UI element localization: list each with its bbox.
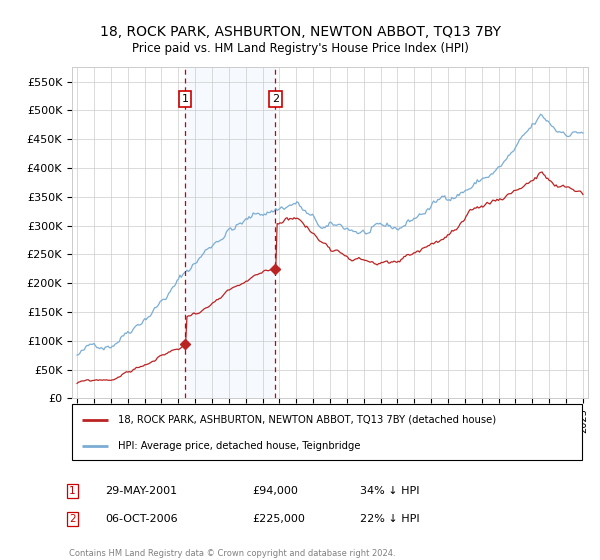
Text: £225,000: £225,000	[252, 514, 305, 524]
Text: HPI: Average price, detached house, Teignbridge: HPI: Average price, detached house, Teig…	[118, 441, 361, 451]
Text: 2: 2	[272, 94, 279, 104]
Text: 22% ↓ HPI: 22% ↓ HPI	[360, 514, 419, 524]
Text: Contains HM Land Registry data © Crown copyright and database right 2024.
This d: Contains HM Land Registry data © Crown c…	[69, 549, 395, 560]
Text: 2: 2	[69, 514, 76, 524]
Text: 18, ROCK PARK, ASHBURTON, NEWTON ABBOT, TQ13 7BY: 18, ROCK PARK, ASHBURTON, NEWTON ABBOT, …	[100, 25, 500, 39]
Text: 1: 1	[182, 94, 188, 104]
Text: 06-OCT-2006: 06-OCT-2006	[105, 514, 178, 524]
Text: 29-MAY-2001: 29-MAY-2001	[105, 486, 177, 496]
FancyBboxPatch shape	[72, 404, 582, 460]
Text: 1: 1	[69, 486, 76, 496]
Text: 18, ROCK PARK, ASHBURTON, NEWTON ABBOT, TQ13 7BY (detached house): 18, ROCK PARK, ASHBURTON, NEWTON ABBOT, …	[118, 414, 496, 424]
Text: Price paid vs. HM Land Registry's House Price Index (HPI): Price paid vs. HM Land Registry's House …	[131, 42, 469, 55]
Text: 34% ↓ HPI: 34% ↓ HPI	[360, 486, 419, 496]
Text: £94,000: £94,000	[252, 486, 298, 496]
Bar	[185, 67, 275, 398]
